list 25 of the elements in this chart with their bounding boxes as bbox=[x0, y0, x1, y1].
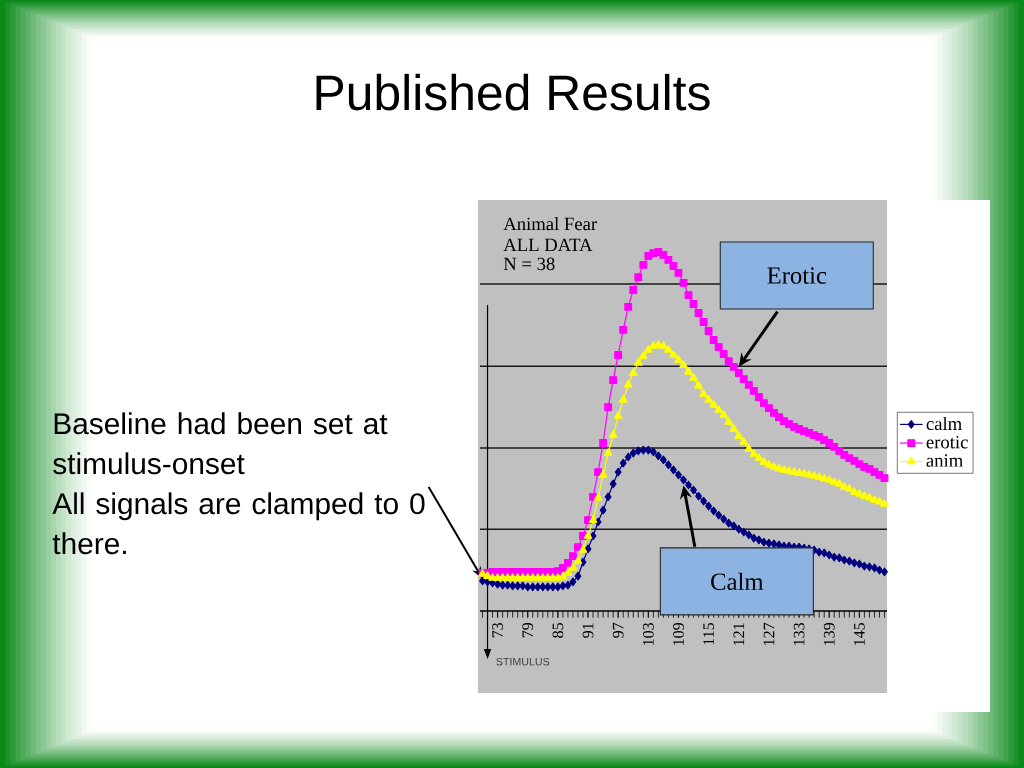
x-tick-label: 73 bbox=[492, 623, 503, 638]
x-tick-label: 91 bbox=[582, 623, 594, 638]
text: ALL DATA bbox=[503, 238, 593, 252]
x-tick-label: 145 bbox=[854, 623, 865, 645]
text: Baseline had been set at stimulus-onset bbox=[53, 412, 388, 475]
x-tick-label: 121 bbox=[733, 623, 745, 645]
legend-label: erotic bbox=[926, 435, 968, 449]
x-tick-label: 103 bbox=[642, 623, 654, 645]
x-tick-label: 133 bbox=[793, 623, 805, 645]
ref-line-label: STIMULUS bbox=[496, 657, 550, 666]
x-tick-label: 115 bbox=[703, 622, 714, 645]
annotation: N = 38 bbox=[503, 257, 555, 271]
x-tick-label: 127 bbox=[763, 622, 775, 645]
annotation: Erotic bbox=[767, 267, 827, 284]
annotation: Calm bbox=[711, 572, 764, 591]
legend-label: calm bbox=[926, 416, 962, 431]
x-tick-label: 109 bbox=[673, 623, 684, 645]
x-tick-label: 97 bbox=[612, 622, 624, 638]
x-tick-label: 79 bbox=[522, 623, 534, 638]
text: Animal Fear bbox=[503, 217, 597, 231]
annotation: All signals are clamped to 0 there. bbox=[52, 492, 425, 555]
legend-label: anim bbox=[926, 454, 963, 467]
chart-title: Published Results bbox=[316, 73, 710, 111]
x-tick-label: 85 bbox=[552, 623, 564, 638]
x-tick-label: 139 bbox=[823, 623, 835, 645]
